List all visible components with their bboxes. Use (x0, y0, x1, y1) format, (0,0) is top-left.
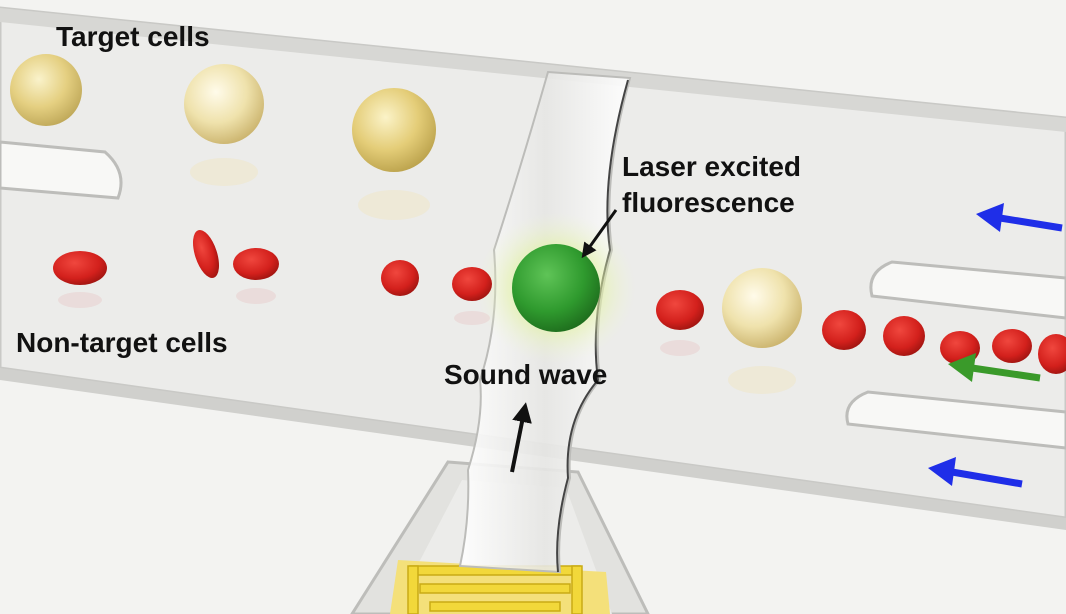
flow-arrow-blue-upper (976, 203, 1063, 232)
target-cell-group (10, 54, 802, 394)
right-outlet-slot-lower (845, 390, 1066, 450)
target-cell (10, 54, 82, 126)
target-cell-reflection (190, 158, 258, 186)
target-cell (352, 88, 436, 172)
transducer-electrode (390, 560, 610, 614)
sound-wave-pointer-arrow (510, 402, 532, 473)
red-cell-reflection (454, 311, 490, 325)
flow-arrow-blue-lower (928, 457, 1023, 488)
laser-excited-label-line2: fluorescence (622, 187, 795, 218)
target-cell (722, 268, 802, 348)
flow-arrow-green (948, 353, 1041, 382)
laser-excited-label-line1: Laser excited (622, 151, 801, 182)
red-cell-reflection (58, 292, 102, 308)
red-cell (452, 267, 492, 301)
target-cells-label: Target cells (56, 21, 210, 52)
target-cell-reflection (358, 190, 430, 220)
channel-top-wall-shadow (0, 8, 1066, 132)
red-cell (381, 260, 419, 296)
non-target-cells-label: Non-target cells (16, 327, 228, 358)
fluorescent-cell (512, 244, 600, 332)
right-outlet-slot-upper (869, 260, 1066, 320)
sound-wave-label: Sound wave (444, 359, 607, 390)
red-cell (53, 251, 107, 285)
non-target-cell-group (53, 229, 1066, 374)
left-inlet-slot (0, 140, 123, 200)
target-cell-reflection (728, 366, 796, 394)
red-cell (192, 229, 220, 279)
red-cell (233, 248, 279, 280)
red-cell-reflection (660, 340, 700, 356)
red-cell (822, 310, 866, 350)
sound-wave-crest-line (556, 79, 629, 573)
red-cell (656, 290, 704, 330)
fluorescence-pointer-arrow (581, 209, 618, 259)
red-cell (1038, 334, 1066, 374)
target-cell (184, 64, 264, 144)
red-cell-reflection (236, 288, 276, 304)
red-cell (992, 329, 1032, 363)
red-cell (883, 316, 925, 356)
